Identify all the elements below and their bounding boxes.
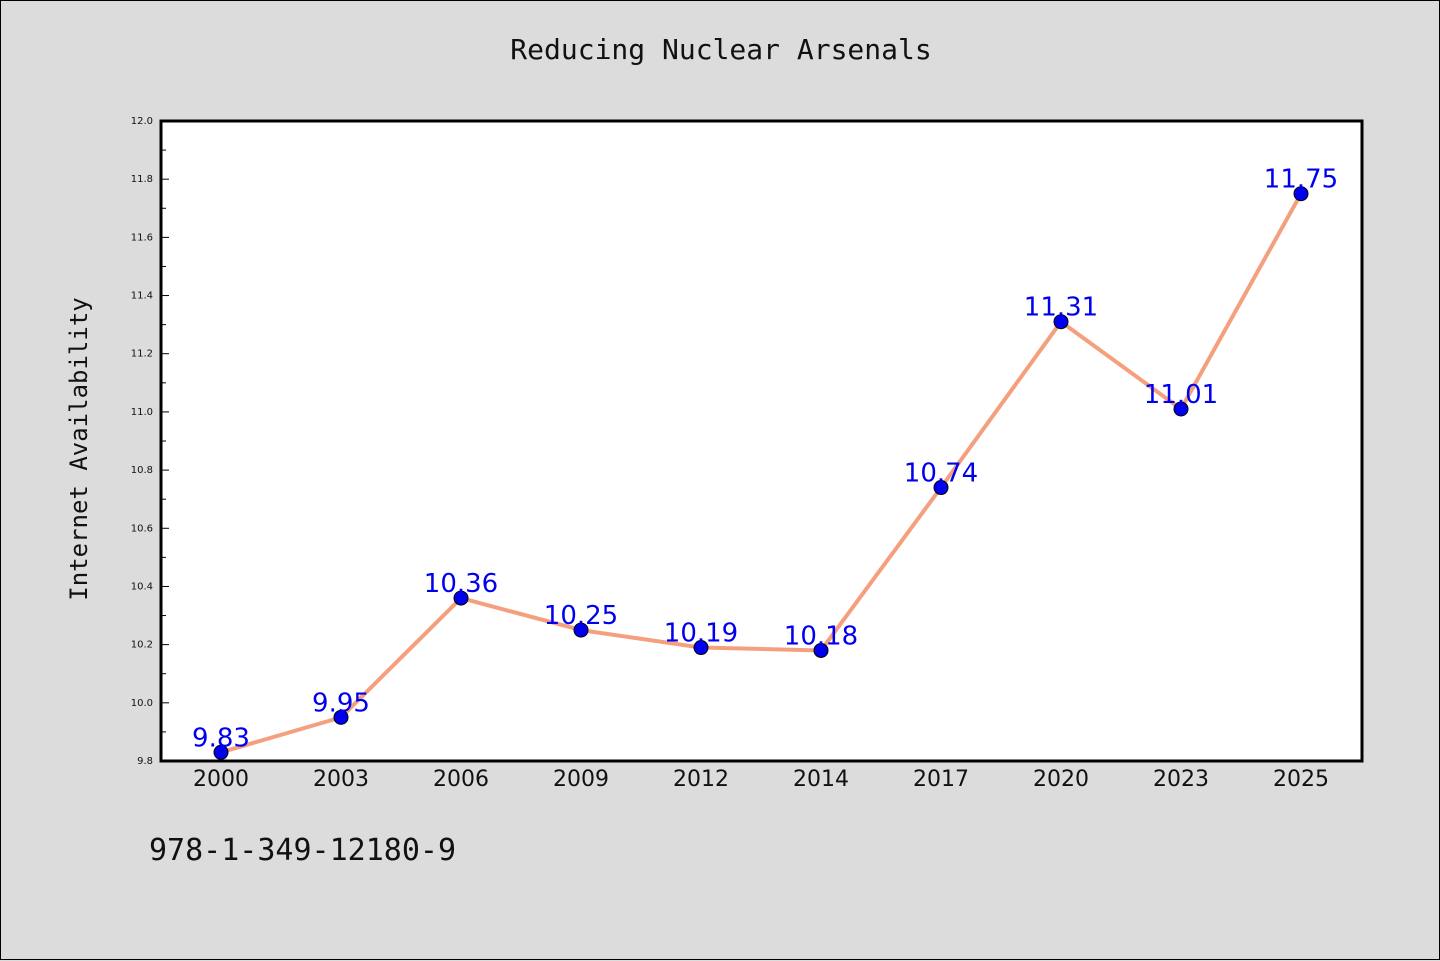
x-tick-label: 2000 bbox=[193, 767, 249, 792]
y-tick-label: 11.2 bbox=[131, 349, 153, 360]
data-point bbox=[933, 480, 949, 496]
data-label: 10.74 bbox=[904, 459, 978, 489]
x-tick-label: 2014 bbox=[793, 767, 849, 792]
y-tick-label: 10.8 bbox=[131, 465, 153, 476]
data-point bbox=[1173, 401, 1189, 417]
x-tick-label: 2012 bbox=[673, 767, 729, 792]
x-tick-label: 2009 bbox=[553, 767, 609, 792]
data-label: 9.95 bbox=[312, 688, 370, 718]
x-tick-label: 2006 bbox=[433, 767, 489, 792]
y-tick-label: 10.0 bbox=[131, 698, 153, 709]
data-point bbox=[573, 622, 589, 638]
series-line-group bbox=[219, 191, 1303, 755]
y-tick-label: 10.2 bbox=[131, 640, 153, 651]
x-tick-label: 2023 bbox=[1153, 767, 1209, 792]
y-tick-label: 11.8 bbox=[131, 174, 153, 185]
data-point bbox=[1053, 314, 1069, 330]
x-tick-label: 2020 bbox=[1033, 767, 1089, 792]
data-label: 10.25 bbox=[544, 601, 618, 631]
data-label: 10.19 bbox=[664, 619, 738, 649]
series-line bbox=[219, 191, 1303, 755]
data-label: 11.31 bbox=[1024, 293, 1098, 323]
data-label: 10.18 bbox=[784, 621, 858, 651]
y-tick-label: 10.4 bbox=[131, 581, 153, 592]
data-point bbox=[693, 640, 709, 656]
y-axis: 9.8 10.0 10.2 10.4 10.6 10.8 11.0 11.2 11.4 11.6 1… bbox=[131, 116, 169, 767]
data-labels: 9.83 9.95 10.36 10.25 10.19 10.18 10.74 11.31 11… bbox=[192, 165, 1338, 754]
data-point bbox=[333, 709, 349, 725]
y-tick-label: 11.0 bbox=[131, 407, 153, 418]
chart-title: Reducing Nuclear Arsenals bbox=[510, 33, 932, 66]
data-label: 10.36 bbox=[424, 569, 498, 599]
x-tick-label: 2003 bbox=[313, 767, 369, 792]
plot-area bbox=[159, 119, 1364, 763]
data-label: 11.75 bbox=[1264, 165, 1338, 195]
y-tick-label: 10.6 bbox=[131, 523, 153, 534]
isbn-text: 978-1-349-12180-9 bbox=[149, 833, 457, 868]
data-point bbox=[1293, 186, 1309, 202]
y-tick-label: 9.8 bbox=[137, 756, 153, 767]
y-tick-label: 11.6 bbox=[131, 232, 153, 243]
y-axis-label: Internet Availability bbox=[65, 297, 93, 600]
data-point bbox=[813, 642, 829, 658]
data-label: 11.01 bbox=[1144, 380, 1218, 410]
data-point bbox=[453, 590, 469, 606]
series-markers bbox=[213, 186, 1309, 760]
y-tick-label: 11.4 bbox=[131, 291, 153, 302]
x-tick-label: 2017 bbox=[913, 767, 969, 792]
y-tick-label: 12.0 bbox=[131, 116, 153, 127]
data-point bbox=[213, 744, 229, 760]
data-label: 9.83 bbox=[192, 723, 250, 753]
x-tick-label: 2025 bbox=[1273, 767, 1329, 792]
x-axis: 2000 2003 2006 2009 2012 2014 2017 2020 2023 2025 bbox=[193, 767, 1329, 792]
